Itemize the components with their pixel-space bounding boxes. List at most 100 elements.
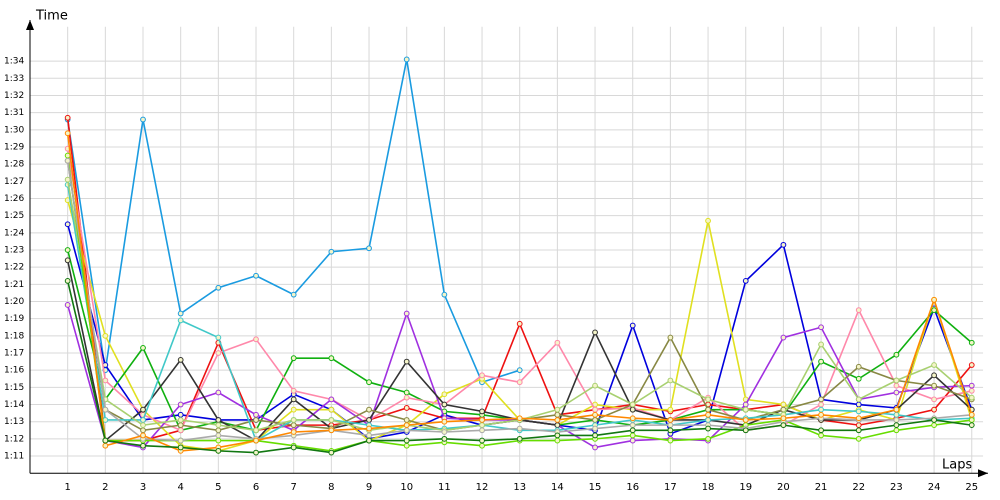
point — [818, 401, 824, 408]
point — [968, 362, 975, 368]
y-tick-label: 1:17 — [4, 349, 24, 359]
x-tick-label: 23 — [890, 482, 903, 493]
point — [742, 278, 749, 284]
point — [366, 379, 372, 386]
point — [64, 157, 71, 164]
point — [253, 449, 259, 456]
point — [403, 389, 410, 396]
point — [366, 437, 372, 444]
x-tick-label: 18 — [702, 482, 715, 493]
point — [102, 406, 109, 413]
point — [516, 435, 523, 442]
y-tick-label: 1:32 — [4, 91, 24, 101]
point — [705, 217, 711, 224]
point — [554, 437, 561, 444]
point — [140, 442, 146, 449]
point — [629, 432, 636, 439]
point — [667, 334, 674, 341]
point — [215, 437, 222, 444]
y-tick-label: 1:15 — [4, 383, 24, 393]
point — [140, 422, 146, 429]
point — [403, 358, 410, 365]
point — [64, 130, 71, 137]
point — [328, 427, 335, 434]
point — [140, 417, 146, 423]
point — [554, 411, 561, 418]
point — [592, 382, 598, 389]
point — [855, 435, 862, 442]
point — [441, 401, 448, 408]
x-tick-label: 25 — [965, 482, 978, 493]
point — [290, 355, 297, 362]
point — [554, 422, 561, 429]
point — [403, 405, 410, 411]
point — [177, 317, 184, 324]
point — [403, 442, 410, 449]
x-tick-label: 11 — [438, 482, 451, 493]
point — [253, 336, 259, 343]
point — [479, 417, 485, 423]
x-tick-label: 2 — [102, 482, 108, 493]
point — [215, 334, 222, 341]
point — [253, 411, 259, 418]
y-tick-label: 1:27 — [4, 177, 24, 187]
y-tick-label: 1:12 — [4, 434, 24, 444]
point — [780, 401, 787, 408]
point — [441, 429, 448, 435]
y-tick-label: 1:34 — [4, 57, 24, 67]
point — [667, 422, 674, 429]
y-tick-label: 1:20 — [4, 297, 24, 307]
point — [893, 411, 900, 418]
point — [592, 432, 598, 439]
x-tick-label: 24 — [928, 482, 941, 493]
point — [818, 411, 824, 418]
point — [441, 418, 448, 425]
y-tick-label: 1:13 — [4, 417, 24, 427]
point — [140, 406, 146, 413]
point — [855, 307, 862, 313]
y-tick-label: 1:14 — [4, 400, 24, 410]
point — [215, 432, 222, 439]
point — [140, 432, 146, 439]
point — [629, 427, 636, 434]
point — [64, 114, 71, 121]
point — [177, 417, 184, 423]
point — [328, 449, 335, 456]
point — [290, 429, 297, 435]
point — [479, 422, 485, 429]
point — [592, 329, 598, 336]
point — [177, 411, 184, 418]
point — [366, 245, 372, 252]
point — [102, 332, 109, 339]
x-tick-label: 7 — [291, 482, 297, 493]
y-axis-arrow — [26, 20, 34, 30]
point — [931, 422, 937, 429]
y-tick-label: 1:16 — [4, 366, 24, 376]
point — [64, 302, 71, 308]
point — [215, 427, 222, 434]
point — [818, 432, 824, 439]
point — [554, 406, 561, 413]
point — [742, 401, 749, 408]
point — [516, 415, 523, 422]
point — [818, 358, 824, 365]
point — [818, 406, 824, 413]
point — [441, 391, 448, 398]
x-tick-label: 17 — [664, 482, 677, 493]
point — [479, 372, 485, 379]
point — [366, 425, 372, 432]
point — [554, 432, 561, 439]
point — [780, 241, 787, 248]
point — [667, 427, 674, 434]
point — [290, 406, 297, 413]
point — [328, 417, 335, 423]
point — [290, 444, 297, 451]
point — [931, 382, 937, 389]
point — [403, 422, 410, 429]
y-tick-label: 1:30 — [4, 125, 24, 135]
x-tick-label: 4 — [177, 482, 183, 493]
point — [177, 437, 184, 444]
point — [893, 427, 900, 434]
point — [893, 422, 900, 429]
